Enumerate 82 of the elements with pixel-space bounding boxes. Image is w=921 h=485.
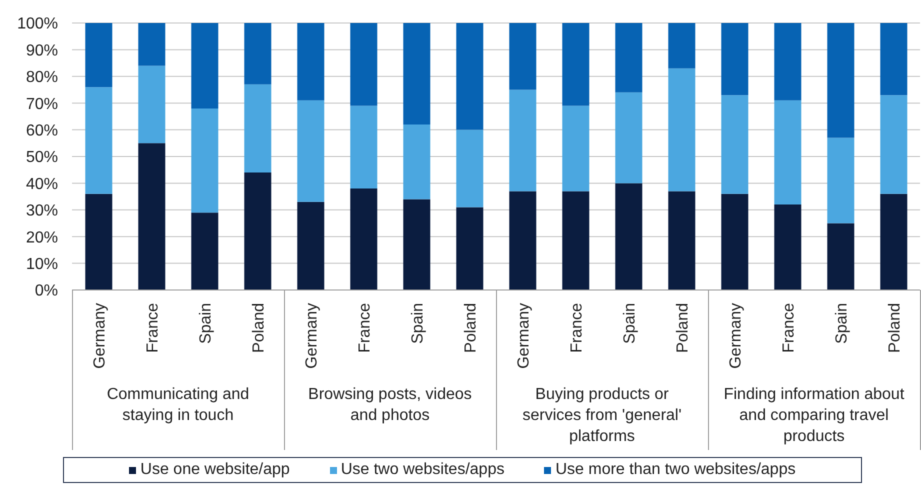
x-tick-label: Poland xyxy=(462,303,480,353)
bar xyxy=(721,194,748,290)
bar xyxy=(509,23,536,90)
y-tick-label: 40% xyxy=(26,176,58,193)
bar xyxy=(85,87,112,194)
bar xyxy=(827,223,854,290)
bar xyxy=(721,95,748,194)
x-tick-label: France xyxy=(144,302,162,353)
x-axis-title: Buying products or services from 'general' platforms xyxy=(521,385,683,447)
y-tick-label: 70% xyxy=(26,96,58,113)
bar xyxy=(138,143,166,290)
bar xyxy=(827,23,854,138)
y-tick-label: 10% xyxy=(26,256,58,273)
bar xyxy=(191,23,218,108)
bar xyxy=(403,23,430,124)
bar xyxy=(774,204,802,290)
legend-label: Use more than two websites/apps xyxy=(555,461,796,479)
bar xyxy=(350,188,378,290)
x-axis-title: Finding information about and comparing travel products xyxy=(722,385,906,447)
y-tick-label: 90% xyxy=(26,42,58,60)
bar xyxy=(85,23,112,88)
bar xyxy=(509,191,536,290)
x-tick-label: Poland xyxy=(250,303,268,353)
bar xyxy=(456,207,484,290)
bar xyxy=(774,23,802,100)
x-tick-label: Germany xyxy=(516,303,532,369)
y-tick-label: 80% xyxy=(26,69,58,86)
y-tick-label: 0% xyxy=(34,282,58,300)
x-tick-label: Germany xyxy=(92,303,108,369)
bar xyxy=(668,23,696,68)
x-tick-label: Poland xyxy=(674,303,692,353)
bar xyxy=(350,106,378,189)
bar xyxy=(880,194,908,290)
bar xyxy=(138,66,166,144)
bar xyxy=(562,106,590,192)
bar xyxy=(297,202,324,290)
x-tick-label: Germany xyxy=(728,303,744,369)
x-tick-label: Poland xyxy=(886,303,904,353)
bar xyxy=(615,23,642,92)
bar xyxy=(244,172,272,290)
bar xyxy=(668,68,696,192)
legend-label: Use two websites/apps xyxy=(340,461,504,479)
bar xyxy=(615,183,642,290)
x-tick-label: France xyxy=(780,302,798,353)
bar xyxy=(456,130,484,208)
bar xyxy=(138,23,166,66)
bar xyxy=(562,191,590,290)
x-tick-label: France xyxy=(568,302,586,353)
bar xyxy=(668,191,696,290)
bar xyxy=(244,84,272,173)
y-tick-label: 20% xyxy=(26,229,58,246)
bar xyxy=(880,23,908,96)
x-tick-label: Spain xyxy=(834,303,850,344)
y-tick-label: 60% xyxy=(26,122,58,140)
x-axis-title: Communicating and staying in touch xyxy=(106,385,250,426)
bar xyxy=(509,90,536,192)
bar xyxy=(191,108,218,213)
x-tick-label: Spain xyxy=(622,303,638,344)
bar xyxy=(403,199,430,290)
bar xyxy=(191,212,218,290)
bar xyxy=(297,23,324,100)
x-tick-label: France xyxy=(356,302,374,353)
y-tick-label: 50% xyxy=(26,149,58,166)
y-tick-label: 30% xyxy=(26,202,58,220)
bar xyxy=(880,95,908,194)
bar xyxy=(774,100,802,205)
x-tick-label: Germany xyxy=(304,303,320,369)
bar xyxy=(403,124,430,200)
bar xyxy=(456,23,484,130)
legend-label: Use one website/app xyxy=(140,461,290,479)
bar xyxy=(615,92,642,184)
x-tick-label: Spain xyxy=(410,303,426,344)
bar xyxy=(827,138,854,224)
bar xyxy=(562,23,590,106)
x-axis-title: Browsing posts, videos and photos xyxy=(307,385,473,426)
bar xyxy=(721,23,748,96)
bar xyxy=(350,23,378,106)
bar xyxy=(85,194,112,290)
y-tick-label: 100% xyxy=(17,16,58,33)
bar xyxy=(297,100,324,202)
bar xyxy=(244,23,272,84)
x-tick-label: Spain xyxy=(198,303,214,344)
